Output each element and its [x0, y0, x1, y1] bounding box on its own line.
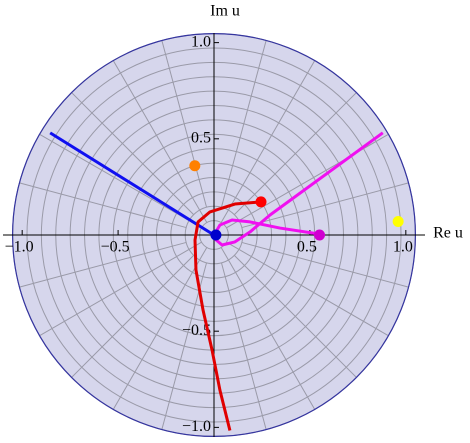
x-tick-label: −0.5	[101, 239, 130, 256]
point	[392, 216, 404, 228]
polar-spoke	[220, 247, 316, 410]
polar-spoke	[233, 92, 357, 216]
polar-spoke	[39, 133, 202, 229]
curve	[49, 131, 215, 237]
point	[210, 229, 222, 241]
polar-spoke	[233, 254, 357, 378]
y-tick-label: 1.0	[191, 33, 211, 50]
polar-spoke	[112, 247, 208, 410]
curve	[213, 131, 384, 247]
point	[314, 229, 325, 241]
y-tick-label: 0.5	[191, 129, 211, 146]
x-tick-label: −1.0	[5, 239, 34, 256]
x-axis-label: Re u	[433, 225, 463, 242]
polar-spoke	[220, 60, 316, 223]
x-tick-label: 1.0	[393, 239, 413, 256]
polar-spoke	[220, 40, 267, 208]
polar-spoke	[71, 254, 195, 378]
polar-spoke	[161, 40, 208, 208]
curve	[212, 218, 320, 236]
y-axis-label: Im u	[210, 3, 240, 20]
y-tick-label: −1.0	[182, 418, 211, 435]
polar-spoke	[19, 182, 187, 229]
point	[255, 196, 267, 208]
polar-spoke	[39, 241, 202, 337]
polar-spoke	[241, 182, 409, 229]
curve	[193, 200, 262, 431]
polar-spoke	[71, 92, 195, 216]
point	[189, 160, 201, 172]
polar-spoke	[112, 60, 208, 223]
polar-spoke	[220, 262, 267, 430]
y-tick-label: −0.5	[182, 322, 211, 339]
polar-spoke	[226, 241, 389, 337]
polar-spoke	[19, 241, 187, 288]
polar-spoke	[241, 241, 409, 288]
x-tick-label: 0.5	[297, 239, 317, 256]
